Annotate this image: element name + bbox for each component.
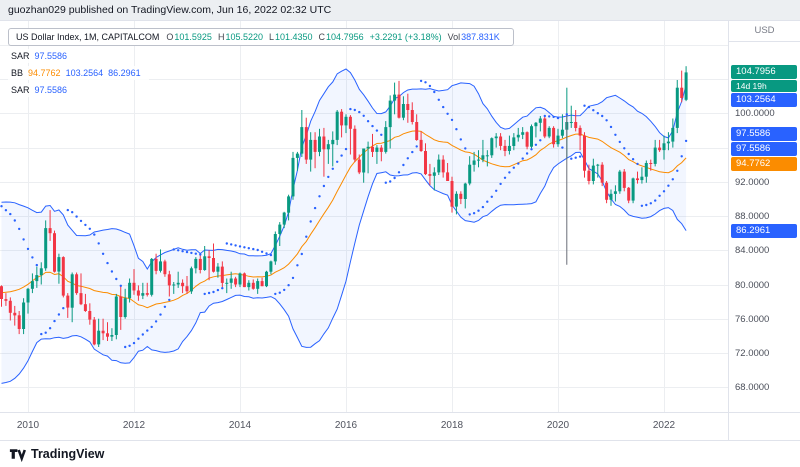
legend-indicator-rows: SAR 97.5586 BB 94.7762 103.2564 86.2961 SAR 97.… (8, 49, 514, 97)
legend: US Dollar Index, 1M, CAPITALCOM O101.592… (8, 27, 514, 97)
time-tick-label: 2020 (546, 420, 570, 431)
low-value: L101.4350 (269, 32, 313, 42)
open-number: 101.5925 (174, 32, 212, 42)
indicator-name: SAR (11, 51, 30, 61)
tradingview-brand-text: TradingView (31, 447, 105, 461)
currency-label: USD (729, 21, 800, 42)
tradingview-logo[interactable]: TradingView (9, 446, 104, 462)
open-value: O101.5925 (166, 32, 212, 42)
bb-upper-chip: 103.2564 (731, 93, 797, 107)
high-label: H (217, 32, 225, 42)
legend-symbol-row[interactable]: US Dollar Index, 1M, CAPITALCOM O101.592… (8, 28, 514, 46)
price-tick-label: 84.0000 (735, 245, 770, 256)
time-tick-label: 2010 (16, 420, 40, 431)
time-axis[interactable]: 2010 2012 2014 2016 2018 2020 2022 (0, 412, 800, 440)
volume-number: 387.831K (461, 32, 500, 42)
price-axis[interactable]: USD 100.0000 92.0000 88.0000 84.0000 80.0000… (729, 21, 800, 412)
price-tick-label: 76.0000 (735, 314, 770, 325)
tradingview-logo-icon (9, 449, 26, 462)
price-tick-label: 92.0000 (735, 177, 770, 188)
price-tick-label: 100.0000 (735, 108, 775, 119)
high-value: H105.5220 (218, 32, 263, 42)
change-value: +3.2291 (+3.18%) (369, 32, 442, 42)
indicator-name: BB (11, 68, 24, 78)
bottom-toolbar: TradingView (0, 440, 800, 467)
sar-chip-2: 97.5586 (731, 142, 797, 156)
price-tick-label: 88.0000 (735, 211, 770, 222)
indicator-value: 86.2961 (108, 68, 141, 78)
indicator-value: 97.5586 (34, 85, 68, 95)
close-label: C (318, 32, 326, 42)
axis-separator-vertical (728, 21, 729, 440)
countdown-chip: 14d 19h (731, 80, 797, 92)
time-tick-label: 2014 (228, 420, 252, 431)
low-label: L (268, 32, 274, 42)
bb-basis-chip: 94.7762 (731, 157, 797, 171)
time-tick-label: 2018 (440, 420, 464, 431)
indicator-value: 103.2564 (65, 68, 104, 78)
attribution-text: guozhan029 published on TradingView.com,… (8, 4, 332, 16)
time-tick-label: 2016 (334, 420, 358, 431)
price-tick-label: 80.0000 (735, 280, 770, 291)
legend-row-sar[interactable]: SAR 97.5586 (8, 49, 76, 63)
close-value: C104.7956 (319, 32, 364, 42)
price-tick-label: 72.0000 (735, 348, 770, 359)
last-price-chip: 104.7956 (731, 65, 797, 79)
legend-row-sar[interactable]: SAR 97.5586 (8, 83, 76, 97)
bb-lower-chip: 86.2961 (731, 224, 797, 238)
indicator-name: SAR (11, 85, 30, 95)
high-number: 105.5220 (225, 32, 263, 42)
volume-value: Vol387.831K (448, 32, 500, 42)
time-tick-label: 2022 (652, 420, 676, 431)
open-label: O (166, 32, 174, 42)
sar-chip: 97.5586 (731, 127, 797, 141)
indicator-value: 97.5586 (34, 51, 68, 61)
price-tick-label: 68.0000 (735, 382, 770, 393)
attribution-bar: guozhan029 published on TradingView.com,… (0, 0, 800, 21)
volume-label: Vol (447, 32, 461, 42)
symbol-title: US Dollar Index, 1M, CAPITALCOM (16, 32, 160, 42)
legend-row-bb[interactable]: BB 94.7762 103.2564 86.2961 (8, 66, 149, 80)
close-number: 104.7956 (326, 32, 364, 42)
indicator-value: 94.7762 (28, 68, 61, 78)
low-number: 101.4350 (275, 32, 313, 42)
chart-plot[interactable] (0, 21, 728, 412)
time-tick-label: 2012 (122, 420, 146, 431)
